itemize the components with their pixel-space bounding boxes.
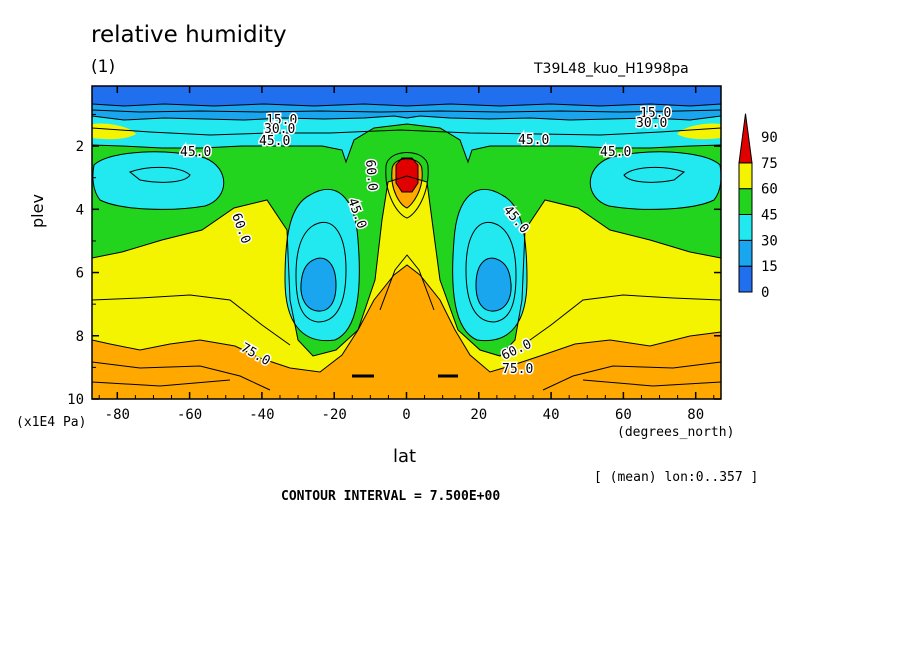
colorbar-label: 45	[761, 208, 778, 224]
contour-label: 45.0	[259, 134, 290, 149]
colorbar-label: 15	[761, 259, 778, 275]
fill-center-red	[396, 158, 418, 192]
y-tick-label: 6	[76, 266, 84, 282]
colorbar-swatch	[738, 239, 753, 267]
y-tick-label: 2	[76, 139, 84, 155]
contour-label: 45.0	[600, 145, 631, 160]
contour-label: 75.0	[502, 362, 533, 377]
contour-fill-layer: 15.0 30.0 45.0 45.0 45.0 45.0 15.0 30.0 …	[92, 86, 721, 399]
y-tick-label: 10	[67, 392, 84, 408]
fill-0-15	[92, 86, 721, 106]
y-axis: 2 4 6 8 10	[67, 113, 721, 408]
contour-label: 15.0	[266, 113, 297, 128]
x-tick-label: 80	[687, 407, 704, 423]
y-axis-unit: (x1E4 Pa)	[16, 415, 87, 430]
x-tick-label: -80	[105, 407, 130, 423]
x-axis-label: lat	[393, 446, 417, 467]
colorbar-label: 60	[761, 182, 778, 198]
fill-30-45-right-upper	[590, 151, 721, 210]
colorbar-swatch	[738, 265, 753, 293]
contour-label: 60.0	[362, 159, 380, 192]
fill-yellow-left-pole	[92, 123, 136, 140]
y-tick-label: 4	[76, 202, 84, 218]
chart-subtitle: (1)	[91, 57, 116, 77]
x-tick-label: -20	[322, 407, 347, 423]
y-tick-label: 8	[76, 329, 84, 345]
fill-15-30-right-lobe	[476, 258, 512, 312]
experiment-label: T39L48_kuo_H1998pa	[534, 61, 689, 77]
contour-interval-note: CONTOUR INTERVAL = 7.500E+00	[281, 489, 501, 504]
x-tick-label: -40	[249, 407, 274, 423]
contour-label: 45.0	[180, 145, 211, 160]
x-tick-label: 40	[543, 407, 560, 423]
colorbar-label: 30	[761, 233, 778, 249]
contour-label: 45.0	[518, 133, 549, 148]
contour-label: 15.0	[640, 106, 671, 121]
x-tick-label: 0	[402, 407, 410, 423]
colorbar-label: 90	[761, 130, 778, 146]
colorbar: 0 15 30 45 60 75 90	[738, 113, 778, 301]
mean-note: [ (mean) lon:0..357 ]	[594, 470, 759, 485]
colorbar-swatch	[738, 162, 753, 190]
colorbar-top-arrow	[738, 113, 753, 164]
colorbar-swatch	[738, 188, 753, 216]
fill-15-30-left-lobe	[300, 258, 336, 312]
contour-label: 30.0	[264, 122, 295, 137]
chart-title: relative humidity	[91, 22, 287, 48]
contour-lines	[92, 103, 721, 391]
x-tick-label: 20	[470, 407, 487, 423]
fill-yellow-right-pole	[677, 123, 721, 140]
contour-label: 30.0	[636, 116, 667, 131]
fill-45-60	[92, 86, 721, 356]
x-tick-label: 60	[615, 407, 632, 423]
colorbar-swatch	[738, 214, 753, 241]
x-axis-unit: (degrees_north)	[617, 425, 735, 440]
colorbar-label: 75	[761, 156, 778, 172]
fill-30-45-left-upper	[92, 151, 224, 210]
x-axis: -80 -60 -40 -20 0 20 40 60 80	[98, 86, 715, 423]
x-tick-label: -60	[177, 407, 202, 423]
colorbar-label: 0	[761, 285, 769, 301]
